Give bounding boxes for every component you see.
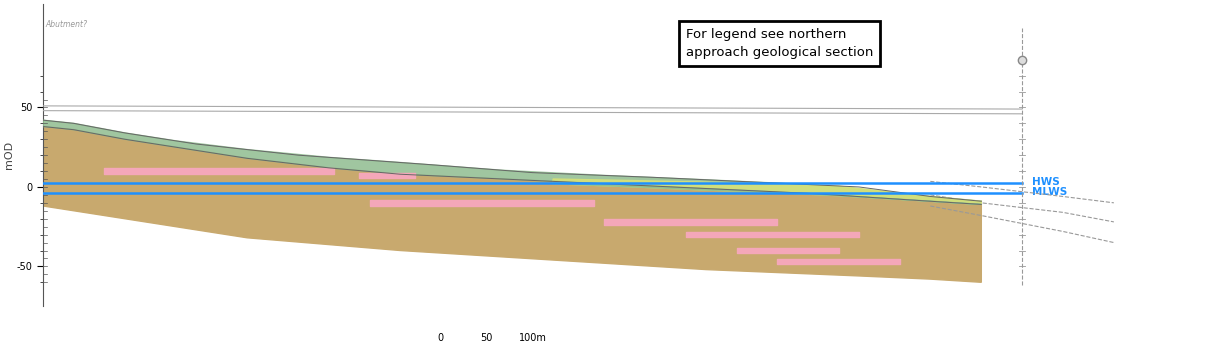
Text: MLWS: MLWS	[1032, 187, 1068, 197]
Text: HWS: HWS	[1032, 177, 1060, 187]
Text: 50: 50	[481, 333, 493, 343]
Polygon shape	[43, 120, 981, 204]
Text: 0: 0	[438, 333, 444, 343]
Text: Abutment?: Abutment?	[45, 20, 88, 29]
Y-axis label: mOD: mOD	[4, 141, 15, 169]
Polygon shape	[553, 179, 981, 204]
Text: For legend see northern
approach geological section: For legend see northern approach geologi…	[686, 28, 874, 59]
Polygon shape	[43, 127, 981, 282]
Polygon shape	[553, 181, 981, 204]
Text: 100m: 100m	[518, 333, 547, 343]
